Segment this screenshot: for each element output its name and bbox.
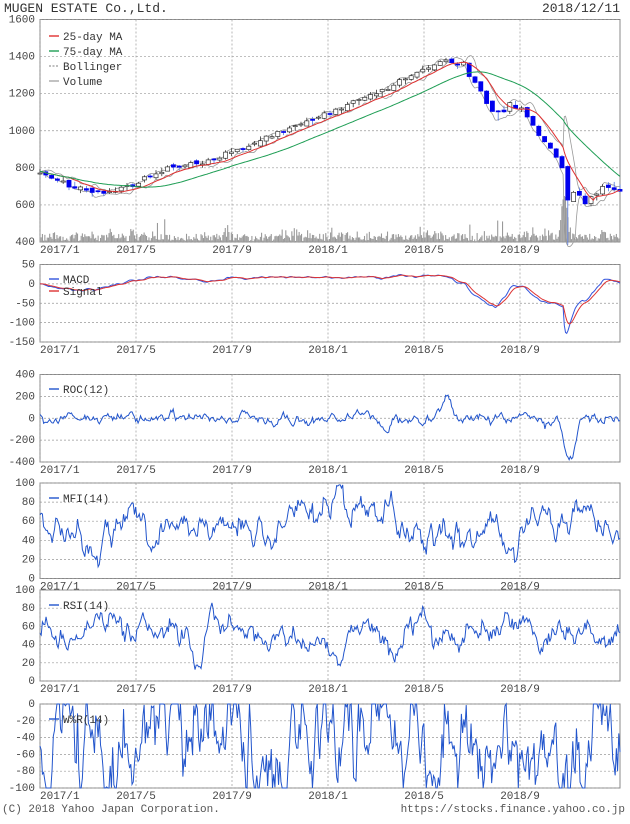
svg-text:2018/9: 2018/9 <box>500 791 540 803</box>
svg-text:25-day MA: 25-day MA <box>63 32 123 44</box>
svg-text:2017/5: 2017/5 <box>116 684 156 696</box>
svg-text:2018/1: 2018/1 <box>308 684 348 696</box>
svg-text:-100: -100 <box>9 318 35 330</box>
svg-text:2018/9: 2018/9 <box>500 245 540 257</box>
svg-text:Volume: Volume <box>63 77 103 89</box>
svg-text:2017/1: 2017/1 <box>40 582 80 594</box>
svg-text:80: 80 <box>22 497 35 509</box>
svg-text:2017/1: 2017/1 <box>40 345 80 357</box>
svg-text:20: 20 <box>22 658 35 670</box>
svg-text:-400: -400 <box>9 457 35 469</box>
svg-text:2017/9: 2017/9 <box>212 684 252 696</box>
svg-text:RSI(14): RSI(14) <box>63 601 109 613</box>
svg-text:-200: -200 <box>9 435 35 447</box>
svg-text:600: 600 <box>15 200 35 212</box>
svg-text:-50: -50 <box>15 298 35 310</box>
svg-text:2018/9: 2018/9 <box>500 465 540 477</box>
svg-text:2018/1: 2018/1 <box>308 345 348 357</box>
svg-text:2017/9: 2017/9 <box>212 791 252 803</box>
svg-text:2017/1: 2017/1 <box>40 245 80 257</box>
svg-text:2018/5: 2018/5 <box>404 245 444 257</box>
svg-text:W%R(14): W%R(14) <box>63 715 109 727</box>
svg-text:2018/5: 2018/5 <box>404 345 444 357</box>
svg-text:20: 20 <box>22 554 35 566</box>
svg-text:0: 0 <box>28 279 35 291</box>
svg-text:-150: -150 <box>9 337 35 349</box>
svg-text:2018/9: 2018/9 <box>500 684 540 696</box>
svg-text:(C) 2018 Yahoo Japan Corporati: (C) 2018 Yahoo Japan Corporation. <box>2 804 220 816</box>
svg-text:2017/5: 2017/5 <box>116 245 156 257</box>
svg-text:200: 200 <box>15 391 35 403</box>
svg-text:2018/5: 2018/5 <box>404 465 444 477</box>
svg-text:60: 60 <box>22 621 35 633</box>
svg-text:2018/5: 2018/5 <box>404 791 444 803</box>
svg-text:2018/12/11: 2018/12/11 <box>542 1 620 16</box>
svg-text:1600: 1600 <box>9 15 35 27</box>
svg-text:40: 40 <box>22 535 35 547</box>
svg-text:800: 800 <box>15 163 35 175</box>
svg-text:2017/1: 2017/1 <box>40 684 80 696</box>
svg-text:1400: 1400 <box>9 52 35 64</box>
svg-text:400: 400 <box>15 237 35 249</box>
svg-text:2017/9: 2017/9 <box>212 245 252 257</box>
svg-text:MACD: MACD <box>63 275 90 287</box>
svg-text:2017/5: 2017/5 <box>116 465 156 477</box>
svg-text:2018/9: 2018/9 <box>500 345 540 357</box>
svg-text:0: 0 <box>28 574 35 586</box>
svg-text:1200: 1200 <box>9 89 35 101</box>
svg-text:2017/9: 2017/9 <box>212 345 252 357</box>
svg-text:60: 60 <box>22 516 35 528</box>
svg-text:2018/1: 2018/1 <box>308 791 348 803</box>
svg-text:80: 80 <box>22 603 35 615</box>
svg-text:-60: -60 <box>15 749 35 761</box>
svg-text:2017/1: 2017/1 <box>40 465 80 477</box>
svg-text:0: 0 <box>28 676 35 688</box>
svg-text:400: 400 <box>15 370 35 382</box>
svg-text:2018/1: 2018/1 <box>308 245 348 257</box>
svg-text:-80: -80 <box>15 766 35 778</box>
svg-text:https://stocks.finance.yahoo.c: https://stocks.finance.yahoo.co.jp <box>401 804 625 816</box>
svg-text:0: 0 <box>28 699 35 711</box>
svg-text:2017/5: 2017/5 <box>116 345 156 357</box>
svg-text:2018/1: 2018/1 <box>308 465 348 477</box>
svg-text:Bollinger: Bollinger <box>63 62 122 74</box>
svg-text:75-day MA: 75-day MA <box>63 47 123 59</box>
svg-text:1000: 1000 <box>9 126 35 138</box>
svg-text:2017/9: 2017/9 <box>212 465 252 477</box>
svg-text:MFI(14): MFI(14) <box>63 494 109 506</box>
svg-text:-40: -40 <box>15 733 35 745</box>
svg-text:2017/1: 2017/1 <box>40 791 80 803</box>
svg-text:Signal: Signal <box>63 287 103 299</box>
svg-text:2017/5: 2017/5 <box>116 791 156 803</box>
svg-text:2018/5: 2018/5 <box>404 684 444 696</box>
svg-text:100: 100 <box>15 585 35 597</box>
svg-text:ROC(12): ROC(12) <box>63 385 109 397</box>
svg-text:40: 40 <box>22 640 35 652</box>
svg-text:0: 0 <box>28 413 35 425</box>
svg-text:-100: -100 <box>9 783 35 795</box>
svg-text:-20: -20 <box>15 716 35 728</box>
svg-text:100: 100 <box>15 478 35 490</box>
svg-text:50: 50 <box>22 260 35 272</box>
